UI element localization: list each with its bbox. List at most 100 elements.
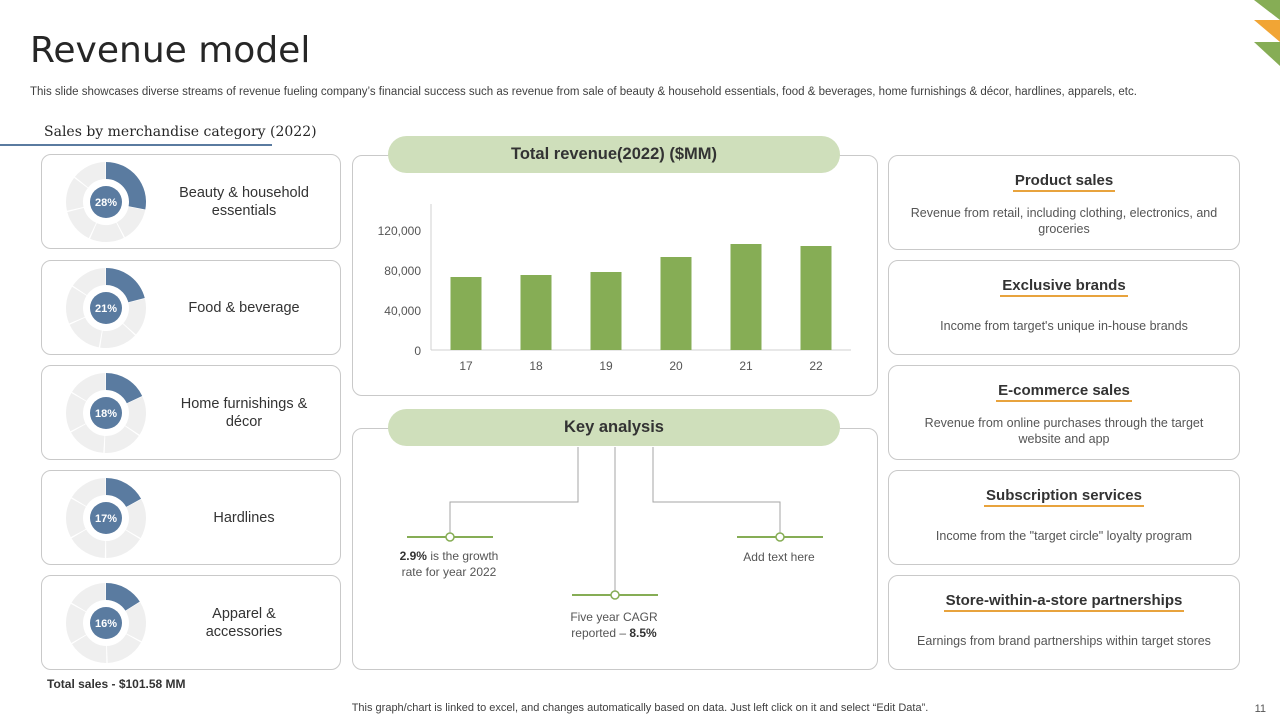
donut-remainder-segment [125,602,146,642]
section-divider [0,144,272,146]
bar-21[interactable] [730,244,762,350]
donut-remainder-segment [106,634,141,663]
revenue-card-exclusive-brands[interactable]: Exclusive brands Income from target's un… [888,260,1240,355]
donut-chart-home: 18% [66,373,146,453]
bar-19[interactable] [590,272,622,350]
revenue-card-title: Product sales [1012,172,1116,192]
donut-remainder-segment [71,583,106,612]
footer-note: This graph/chart is linked to excel, and… [351,702,929,714]
y-tick-label: 0 [414,344,421,358]
category-card-food[interactable]: 21% Food & beverage [41,260,341,355]
donut-chart-food: 21% [66,268,146,348]
y-tick-label: 120,000 [378,224,422,238]
category-label: Apparel & accessories [205,605,283,640]
donut-center [90,502,122,534]
category-card-beauty[interactable]: 28% Beauty & household essentials [41,154,341,249]
bar-22[interactable] [800,246,832,350]
cagr-text-2: reported – [571,626,630,640]
page-subtitle: This slide showcases diverse streams of … [30,86,1137,98]
revenue-bar-chart[interactable]: 0 40,000 80,000 120,000 17 18 19 20 21 22 [353,156,879,397]
donut-remainder-segment [71,478,106,507]
donut-remainder-segment [71,529,106,558]
donut-center [90,186,122,218]
page-number: 11 [1254,703,1266,715]
revenue-card-partnerships[interactable]: Store-within-a-store partnerships Earnin… [888,575,1240,670]
category-card-home[interactable]: 18% Home furnishings & décor [41,365,341,460]
donut-remainder-segment [72,373,106,401]
growth-rate-note: 2.9% is the growth rate for year 2022 [374,548,524,580]
donut-percent-label: 17% [95,513,117,525]
category-label: Hardlines [213,509,275,526]
donut-chart-hardlines: 17% [66,478,146,558]
revenue-card-title: Store-within-a-store partnerships [943,592,1185,612]
revenue-card-title: Exclusive brands [1000,277,1128,297]
bar-20[interactable] [660,257,692,350]
revenue-card-desc: Income from the "target circle" loyalty … [935,528,1193,543]
corner-decoration [1254,0,1280,66]
revenue-card-title: E-commerce sales [996,382,1132,402]
x-tick-label: 18 [529,359,543,373]
category-card-hardlines[interactable]: 17% Hardlines [41,470,341,565]
revenue-card-desc: Revenue from online purchases through th… [924,415,1204,446]
key-analysis-pill: Key analysis [388,409,840,446]
cagr-text: Five year CAGR [570,610,658,624]
donut-remainder-segment [125,499,146,538]
revenue-card-ecommerce[interactable]: E-commerce sales Revenue from online pur… [888,365,1240,460]
donut-value-segment [106,268,145,303]
x-tick-label: 21 [739,359,753,373]
donut-remainder-segment [125,396,146,435]
donut-remainder-segment [67,207,97,239]
donut-remainder-segment [66,498,86,538]
placeholder-note[interactable]: Add text here [743,550,815,564]
bar-17[interactable] [450,277,482,350]
growth-rate-text-2: rate for year 2022 [401,565,497,579]
donut-value-segment [106,478,142,507]
x-tick-label: 19 [599,359,613,373]
donut-remainder-segment [104,426,139,453]
donut-remainder-segment [66,177,88,211]
donut-value-segment [106,373,143,404]
donut-remainder-segment [66,286,87,324]
donut-remainder-segment [72,635,107,663]
donut-remainder-segment [69,317,102,348]
donut-remainder-segment [71,424,105,453]
revenue-card-product-sales[interactable]: Product sales Revenue from retail, inclu… [888,155,1240,250]
revenue-card-desc: Earnings from brand partnerships within … [917,633,1211,648]
donut-remainder-segment [116,206,146,238]
donut-center [90,292,122,324]
bar-18[interactable] [520,275,552,350]
donut-center [90,607,122,639]
total-sales: Total sales - $101.58 MM [47,677,186,691]
donut-chart-apparel: 16% [66,583,146,663]
donut-remainder-segment [100,323,136,348]
category-card-apparel[interactable]: 16% Apparel & accessories [41,575,341,670]
donut-remainder-segment [90,222,124,242]
x-tick-label: 22 [809,359,823,373]
sales-section-heading: Sales by merchandise category (2022) [44,124,317,140]
donut-percent-label: 21% [95,303,117,315]
donut-remainder-segment [106,530,140,558]
donut-remainder-segment [123,298,146,335]
donut-value-segment [106,583,140,611]
donut-center [90,397,122,429]
revenue-chart-panel[interactable]: 0 40,000 80,000 120,000 17 18 19 20 21 22 [352,155,878,396]
revenue-card-desc: Revenue from retail, including clothing,… [910,205,1218,236]
total-sales-label: Total sales [47,677,109,691]
revenue-card-subscriptions[interactable]: Subscription services Income from the "t… [888,470,1240,565]
donut-percent-label: 18% [95,408,117,420]
x-tick-label: 20 [669,359,683,373]
growth-rate-text: is the growth [426,549,499,563]
donut-remainder-segment [66,603,87,643]
page-title: Revenue model [30,30,311,71]
growth-rate-value: 2.9% [399,549,427,563]
cagr-note: Five year CAGR reported – 8.5% [539,609,689,641]
chart-title-pill: Total revenue(2022) ($MM) [388,136,840,173]
donut-remainder-segment [66,393,87,432]
revenue-card-desc: Income from target's unique in-house bra… [940,318,1188,333]
donut-remainder-segment [74,162,106,188]
y-tick-label: 40,000 [384,304,421,318]
x-tick-label: 17 [459,359,473,373]
donut-remainder-segment [72,268,106,296]
donut-percent-label: 16% [95,618,117,630]
y-tick-label: 80,000 [384,264,421,278]
